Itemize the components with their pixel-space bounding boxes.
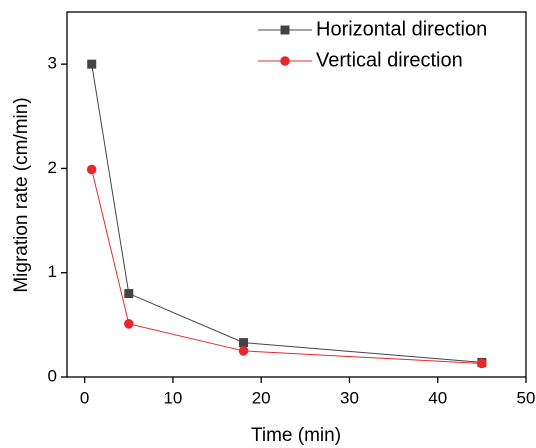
legend-label: Vertical direction — [316, 49, 463, 71]
marker — [477, 358, 487, 369]
plot-frame — [66, 11, 527, 378]
y-tick-label: 2 — [48, 158, 57, 177]
legend-marker — [280, 25, 290, 35]
y-axis-label: Migration rate (cm/min) — [11, 97, 32, 292]
series-line — [91, 169, 482, 364]
y-tick-label: 0 — [48, 366, 57, 385]
marker — [86, 164, 97, 175]
marker — [239, 338, 249, 348]
legend-marker — [280, 56, 290, 66]
x-tick-label: 30 — [340, 388, 359, 407]
y-tick-label: 1 — [48, 262, 57, 281]
y-tick-label: 3 — [48, 54, 57, 73]
legend-label: Horizontal direction — [316, 18, 487, 40]
marker — [123, 319, 134, 329]
series-line — [91, 64, 482, 363]
x-tick-label: 20 — [252, 388, 271, 407]
x-tick-label: 40 — [428, 388, 447, 407]
marker — [87, 59, 97, 69]
marker — [238, 346, 249, 356]
x-tick-label: 10 — [163, 388, 182, 407]
x-tick-label: 50 — [517, 388, 536, 407]
marker — [124, 289, 134, 299]
x-tick-label: 0 — [80, 388, 89, 407]
x-axis-label: Time (min) — [251, 425, 341, 446]
